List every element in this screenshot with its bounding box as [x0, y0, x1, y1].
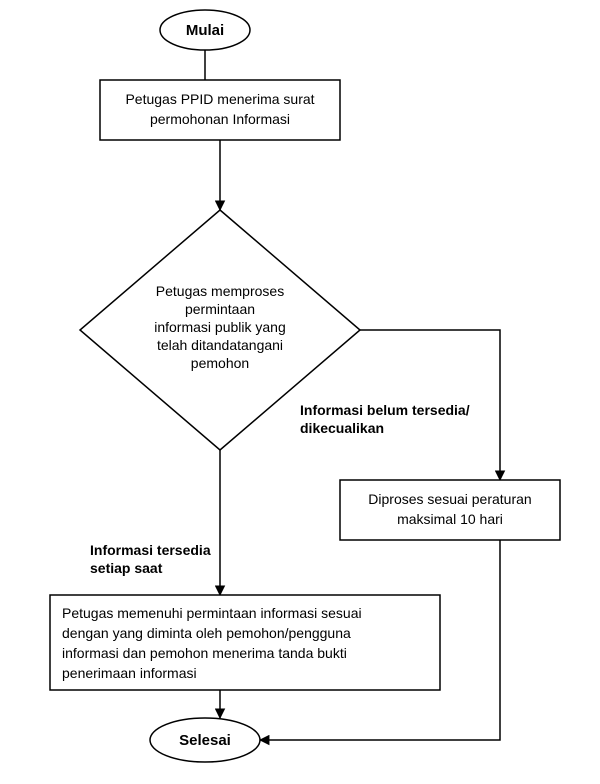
tendays-line2: maksimal 10 hari [397, 511, 503, 527]
process-line4: telah ditandatangani [157, 337, 283, 353]
edge-label-available-1: Informasi tersedia [90, 542, 211, 558]
tendays-line1: Diproses sesuai peraturan [368, 491, 531, 507]
fulfill-line2: dengan yang diminta oleh pemohon/penggun… [62, 625, 351, 641]
tendays-box [340, 480, 560, 540]
receive-line1: Petugas PPID menerima surat [125, 91, 314, 107]
edge-label-unavailable-2: dikecualikan [300, 420, 384, 436]
edge-label-unavailable-1: Informasi belum tersedia/ [300, 402, 470, 418]
receive-line2: permohonan Informasi [150, 111, 290, 127]
edge-label-available-2: setiap saat [90, 560, 163, 576]
process-line2: permintaan [185, 301, 255, 317]
process-line1: Petugas memproses [156, 283, 284, 299]
start-label: Mulai [186, 22, 224, 39]
fulfill-line4: penerimaan informasi [62, 665, 197, 681]
flowchart-canvas: Mulai Petugas PPID menerima surat permoh… [0, 0, 600, 784]
receive-box [100, 80, 340, 140]
process-line3: informasi publik yang [154, 319, 286, 335]
end-label: Selesai [179, 732, 231, 749]
fulfill-line3: informasi dan pemohon menerima tanda buk… [62, 645, 347, 661]
fulfill-line1: Petugas memenuhi permintaan informasi se… [62, 605, 362, 621]
process-line5: pemohon [191, 355, 249, 371]
